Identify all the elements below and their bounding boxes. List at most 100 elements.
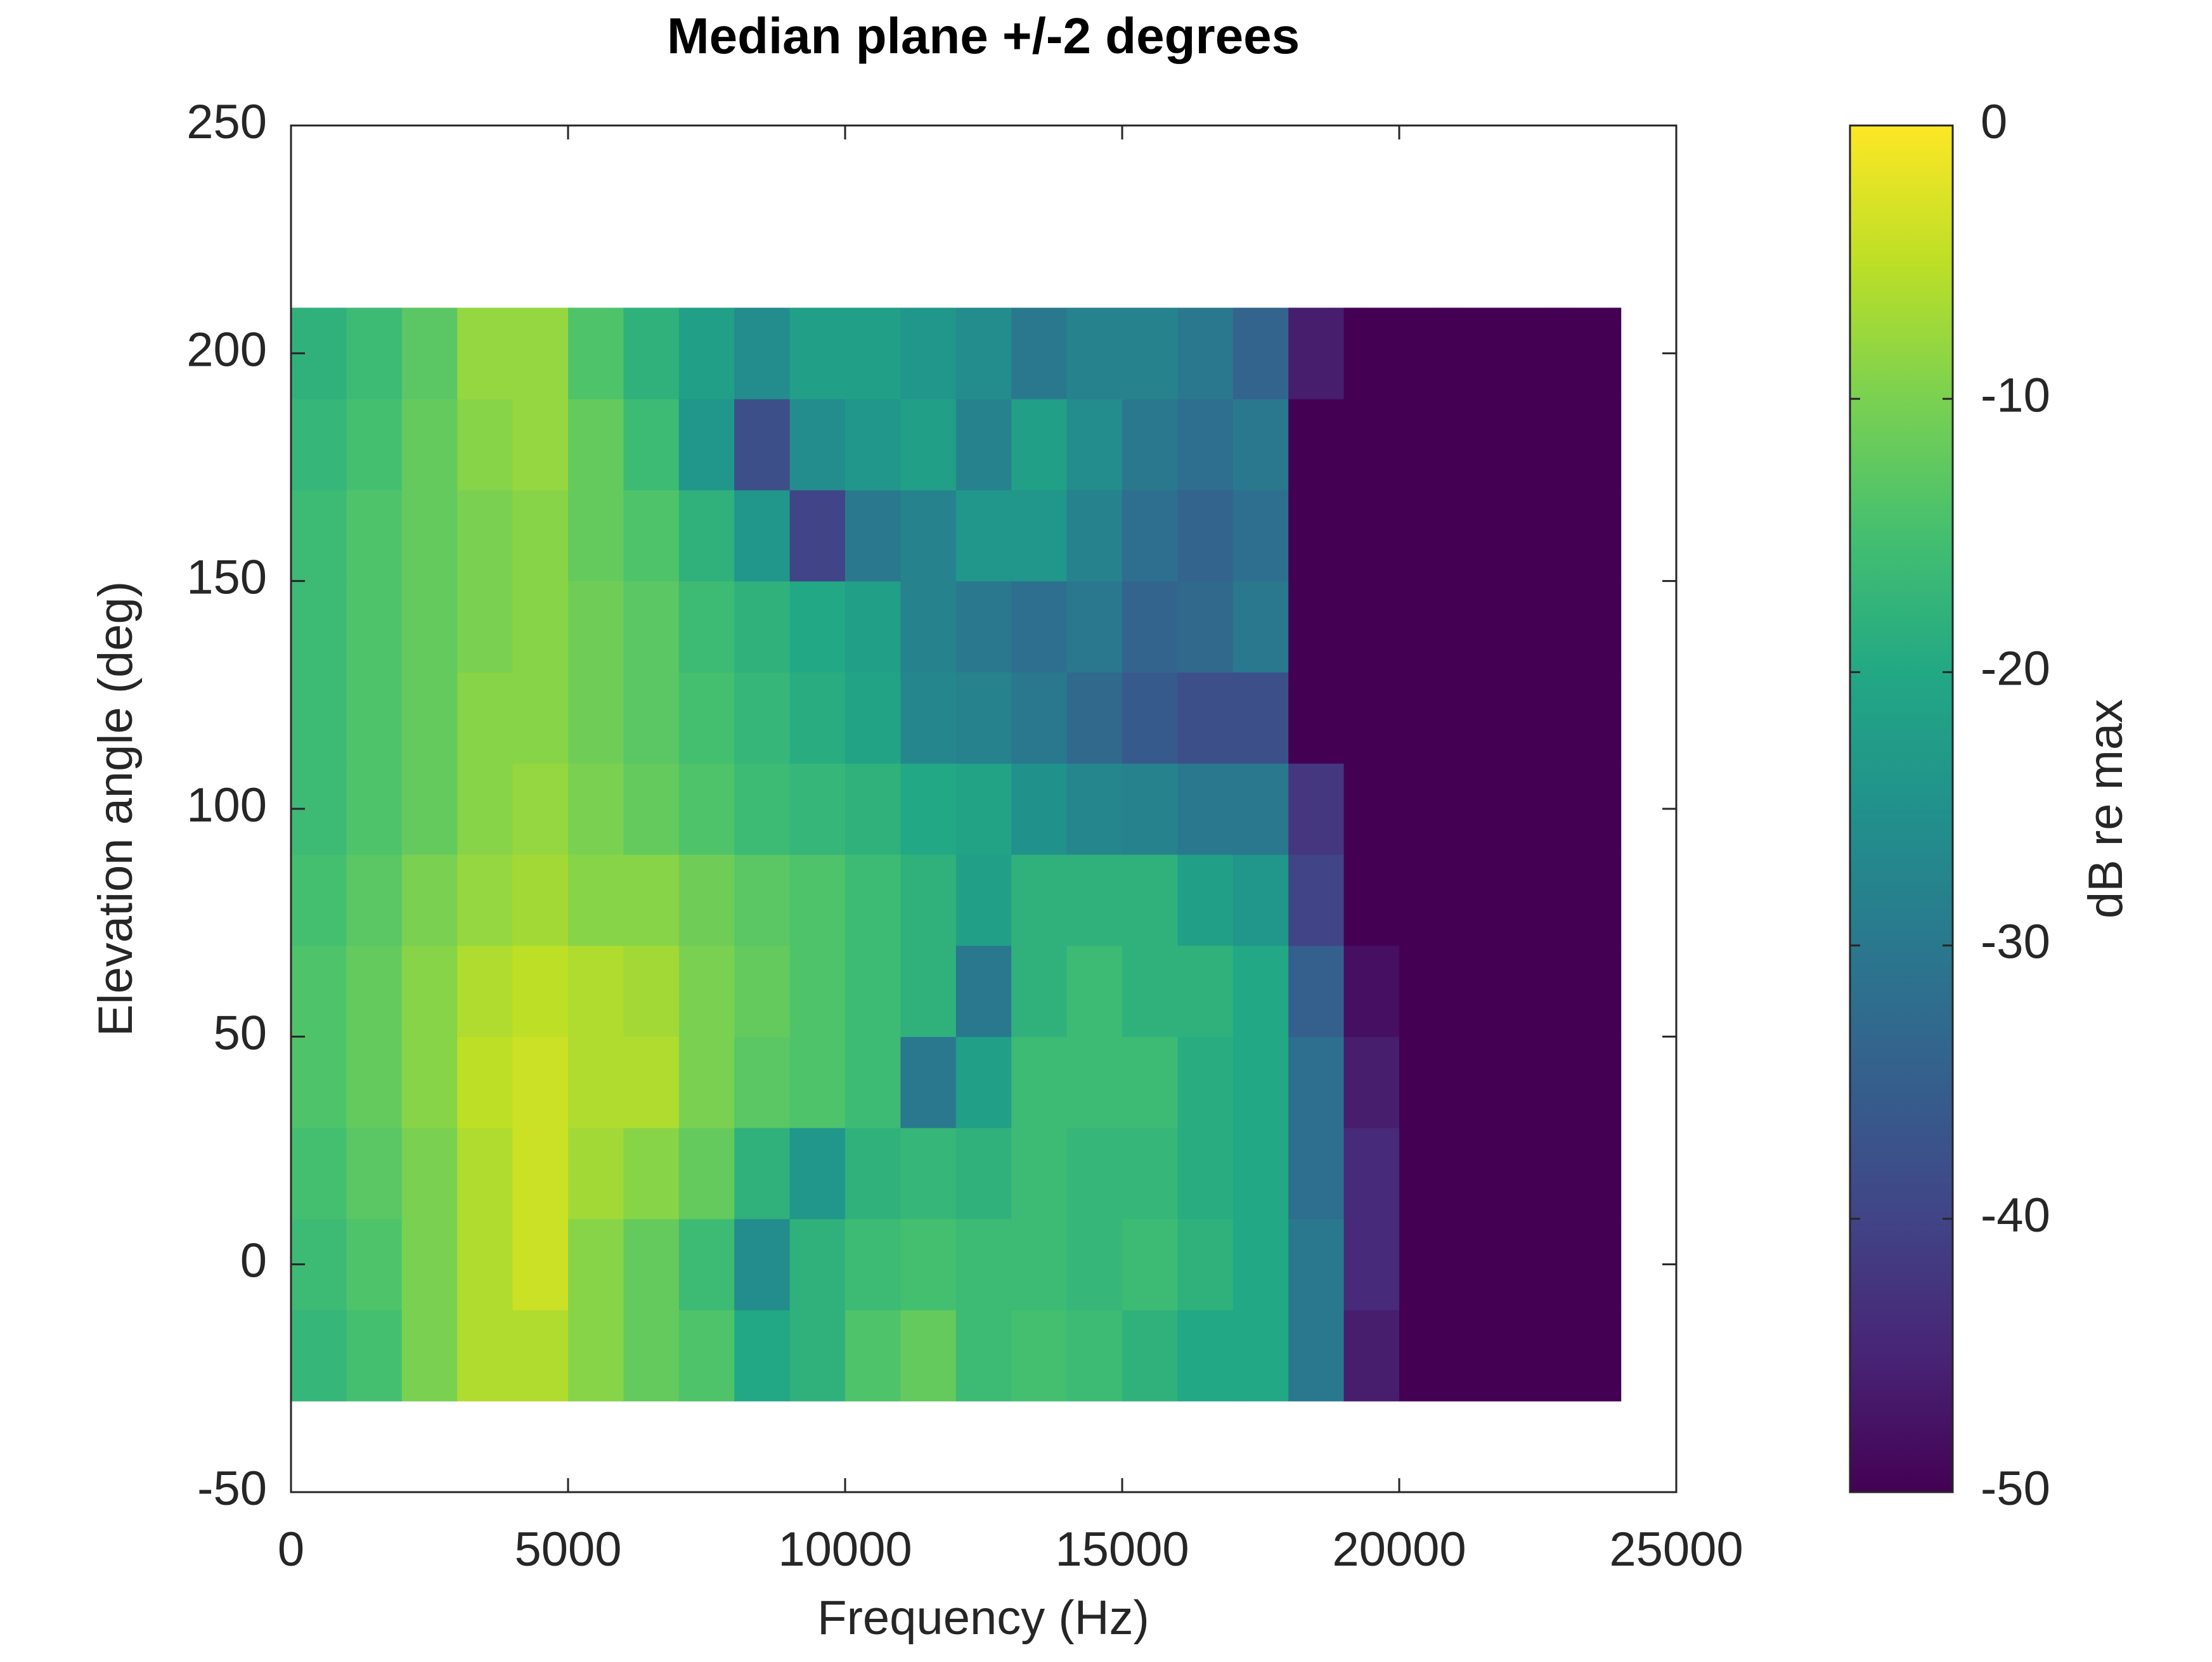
heatmap-cell (678, 1036, 735, 1128)
heatmap-cell (1399, 945, 1455, 1037)
y-tick-label: 50 (213, 1006, 267, 1060)
heatmap-cell (1011, 399, 1068, 491)
heatmap-cell (845, 1310, 901, 1401)
heatmap-cell (1232, 763, 1289, 855)
heatmap-cell (291, 489, 347, 582)
colorbar-label: dB re max (2079, 699, 2133, 918)
heatmap-cell (568, 489, 624, 582)
heatmap-cell (623, 1310, 680, 1401)
heatmap-cell (457, 945, 514, 1037)
heatmap-cell (1232, 1218, 1289, 1311)
heatmap-cell (900, 1036, 957, 1128)
heatmap-cell (678, 399, 735, 491)
heatmap-cell (568, 672, 624, 764)
heatmap-cell (1011, 489, 1068, 582)
heatmap-cell (1177, 489, 1234, 582)
heatmap-cell (1565, 1218, 1622, 1311)
heatmap-cell (678, 1128, 735, 1220)
heatmap-cell (401, 1128, 458, 1220)
heatmap-cell (1399, 672, 1455, 764)
heatmap-cell (1343, 399, 1400, 491)
colorbar-tick-label: -20 (1981, 641, 2050, 695)
heatmap-cell (1343, 854, 1400, 946)
heatmap-cell (789, 1036, 846, 1128)
heatmap-cell (1565, 672, 1622, 764)
heatmap-cell (401, 945, 458, 1037)
heatmap-cell (678, 763, 735, 855)
heatmap-cell (1177, 1036, 1234, 1128)
heatmap-cell (1399, 1218, 1455, 1311)
x-tick-label: 10000 (778, 1523, 912, 1576)
heatmap-cell (845, 1128, 901, 1220)
heatmap-cell (955, 1218, 1012, 1311)
colorbar-tick-label: -30 (1981, 915, 2050, 969)
x-tick-label: 25000 (1609, 1523, 1743, 1576)
heatmap-cell (900, 489, 957, 582)
heatmap-cell (291, 581, 347, 673)
heatmap-cell (1232, 1128, 1289, 1220)
heatmap-cell (1066, 1218, 1123, 1311)
heatmap-cell (1232, 307, 1289, 399)
heatmap-cell (1399, 581, 1455, 673)
heatmap-cell (789, 763, 846, 855)
heatmap-cell (1122, 581, 1178, 673)
heatmap-cell (457, 1218, 514, 1311)
heatmap-cell (678, 581, 735, 673)
heatmap-cell (1565, 854, 1622, 946)
heatmap-cell (512, 307, 569, 399)
heatmap-cell (1011, 854, 1068, 946)
heatmap-cell (1510, 1218, 1566, 1311)
heatmap-cell (1454, 307, 1511, 399)
heatmap-cell (568, 1128, 624, 1220)
heatmap-cell (512, 581, 569, 673)
heatmap-cell (1066, 489, 1123, 582)
heatmap-cell (1399, 763, 1455, 855)
heatmap-cell (346, 307, 403, 399)
heatmap-cell (1177, 763, 1234, 855)
heatmap-cell (1399, 854, 1455, 946)
heatmap-cell (1510, 1310, 1566, 1401)
heatmap-cell (678, 1310, 735, 1401)
heatmap-cell (1454, 581, 1511, 673)
heatmap-cell (291, 672, 347, 764)
heatmap-cell (1177, 945, 1234, 1037)
colorbar (1850, 126, 1953, 1492)
heatmap-cell (568, 854, 624, 946)
heatmap-cell (955, 945, 1012, 1037)
heatmap-cell (1177, 1128, 1234, 1220)
heatmap-cell (955, 399, 1012, 491)
heatmap-cell (623, 489, 680, 582)
heatmap-cell (955, 672, 1012, 764)
heatmap-cell (1343, 763, 1400, 855)
colorbar-tick-label: 0 (1981, 95, 2007, 149)
heatmap-cell (789, 307, 846, 399)
heatmap-cell (789, 672, 846, 764)
heatmap-cell (1510, 489, 1566, 582)
heatmap-cell (1399, 489, 1455, 582)
heatmap-cell (789, 399, 846, 491)
heatmap-cell (1343, 672, 1400, 764)
heatmap-cell (1288, 945, 1345, 1037)
heatmap-cell (1399, 1036, 1455, 1128)
heatmap-cell (1454, 854, 1511, 946)
heatmap-cell (346, 1310, 403, 1401)
heatmap-cell (1011, 1310, 1068, 1401)
x-tick-label: 0 (278, 1523, 304, 1576)
heatmap-cell (789, 1310, 846, 1401)
heatmap-cell (845, 672, 901, 764)
heatmap-cell (623, 1036, 680, 1128)
heatmap-cell (401, 1036, 458, 1128)
heatmap-cell (734, 1310, 791, 1401)
x-axis-label: Frequency (Hz) (817, 1591, 1149, 1645)
heatmap-cell (1011, 1036, 1068, 1128)
heatmap-cell (1454, 763, 1511, 855)
heatmap-cell (789, 1218, 846, 1311)
heatmap-cell (1232, 399, 1289, 491)
heatmap-cell (457, 763, 514, 855)
heatmap-cell (291, 1128, 347, 1220)
y-tick-label: 250 (186, 95, 267, 149)
heatmap-cell (734, 489, 791, 582)
heatmap-cell (1510, 399, 1566, 491)
heatmap-cell (734, 1128, 791, 1220)
heatmap-cell (678, 489, 735, 582)
